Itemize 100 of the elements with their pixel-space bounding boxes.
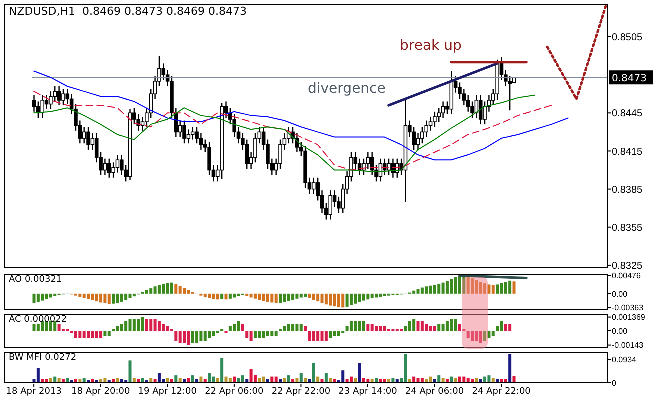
bar bbox=[154, 319, 157, 331]
bar bbox=[358, 321, 362, 331]
bar bbox=[346, 294, 349, 307]
bar bbox=[366, 324, 370, 331]
x-tick-label: 22 Apr 06:00 bbox=[205, 387, 264, 397]
bar bbox=[296, 294, 299, 299]
bar bbox=[104, 294, 107, 304]
bar bbox=[458, 324, 462, 331]
bar bbox=[124, 321, 128, 331]
bar bbox=[91, 294, 94, 300]
bar bbox=[308, 331, 312, 341]
candlestick bbox=[40, 94, 44, 119]
bar bbox=[471, 278, 474, 294]
candlestick bbox=[82, 126, 86, 144]
bar bbox=[466, 277, 470, 294]
x-tick-label: 18 Apr 20:00 bbox=[72, 387, 130, 397]
bar bbox=[258, 294, 262, 300]
bar bbox=[354, 294, 358, 304]
bar bbox=[324, 294, 328, 305]
bar bbox=[228, 294, 232, 299]
bar bbox=[91, 331, 94, 338]
bar bbox=[500, 321, 504, 331]
bar bbox=[178, 331, 182, 343]
candlestick bbox=[478, 94, 483, 126]
candlestick bbox=[57, 86, 62, 106]
candlestick bbox=[62, 88, 66, 106]
bar bbox=[87, 331, 90, 338]
bar bbox=[187, 331, 190, 345]
candlestick bbox=[107, 158, 112, 178]
candlestick bbox=[116, 154, 120, 174]
bar bbox=[416, 321, 420, 331]
candlestick bbox=[32, 94, 36, 112]
bar bbox=[333, 331, 336, 336]
y-tick-label: 0.8445 bbox=[612, 108, 644, 120]
bar bbox=[128, 294, 132, 299]
bar bbox=[49, 294, 52, 298]
bar bbox=[300, 324, 303, 331]
bar bbox=[274, 294, 278, 304]
bar bbox=[204, 331, 207, 341]
x-tick-label: 19 Apr 12:00 bbox=[138, 387, 198, 397]
bar bbox=[250, 294, 253, 298]
bar bbox=[212, 294, 216, 300]
candlestick bbox=[86, 126, 90, 151]
y-tick-label: 0.8505 bbox=[612, 32, 644, 44]
bar bbox=[237, 321, 240, 331]
candlestick bbox=[428, 116, 433, 132]
candlestick bbox=[182, 120, 186, 144]
bar bbox=[479, 331, 482, 343]
bar bbox=[425, 286, 428, 294]
bar bbox=[404, 354, 408, 383]
bar bbox=[488, 331, 491, 338]
annotation: break up bbox=[400, 38, 462, 54]
bar bbox=[82, 294, 86, 298]
bar bbox=[116, 326, 120, 331]
y-tick-label: 0.8385 bbox=[612, 184, 644, 196]
bar bbox=[82, 331, 86, 338]
candlestick bbox=[441, 101, 446, 119]
bar bbox=[508, 354, 512, 383]
bar bbox=[475, 331, 478, 341]
bar bbox=[383, 326, 386, 331]
bar bbox=[162, 284, 166, 294]
bar bbox=[300, 294, 303, 298]
bar bbox=[246, 331, 249, 338]
bar bbox=[208, 331, 212, 338]
annotation: divergence bbox=[308, 81, 386, 97]
bar bbox=[78, 331, 82, 338]
candlestick bbox=[103, 158, 108, 176]
bar bbox=[270, 331, 274, 336]
bar bbox=[108, 294, 111, 304]
candlestick bbox=[328, 190, 332, 220]
bar bbox=[438, 324, 441, 331]
bar bbox=[204, 294, 207, 298]
bar bbox=[158, 321, 161, 331]
bar bbox=[358, 363, 362, 383]
bar bbox=[208, 373, 212, 383]
bar bbox=[450, 319, 454, 331]
bar bbox=[124, 294, 128, 300]
bar bbox=[200, 331, 203, 341]
bar bbox=[208, 294, 212, 299]
bar bbox=[166, 283, 170, 294]
y-tick-label: -0.00143 bbox=[612, 341, 644, 350]
bar bbox=[74, 331, 78, 338]
candlestick bbox=[44, 94, 49, 110]
bar bbox=[87, 294, 90, 300]
bar bbox=[45, 294, 48, 300]
bar bbox=[145, 319, 148, 331]
bar bbox=[287, 294, 290, 302]
bar bbox=[145, 290, 148, 294]
ref-line-label: 0.8473 bbox=[612, 74, 647, 85]
bar bbox=[362, 321, 366, 331]
bar bbox=[370, 324, 374, 331]
bar bbox=[220, 294, 224, 300]
bar bbox=[158, 285, 161, 294]
bar bbox=[41, 321, 44, 331]
bar bbox=[224, 294, 228, 300]
candlestick bbox=[199, 132, 204, 151]
bar bbox=[350, 294, 353, 306]
bar bbox=[141, 317, 144, 331]
bar bbox=[254, 294, 257, 299]
bar bbox=[116, 294, 120, 304]
